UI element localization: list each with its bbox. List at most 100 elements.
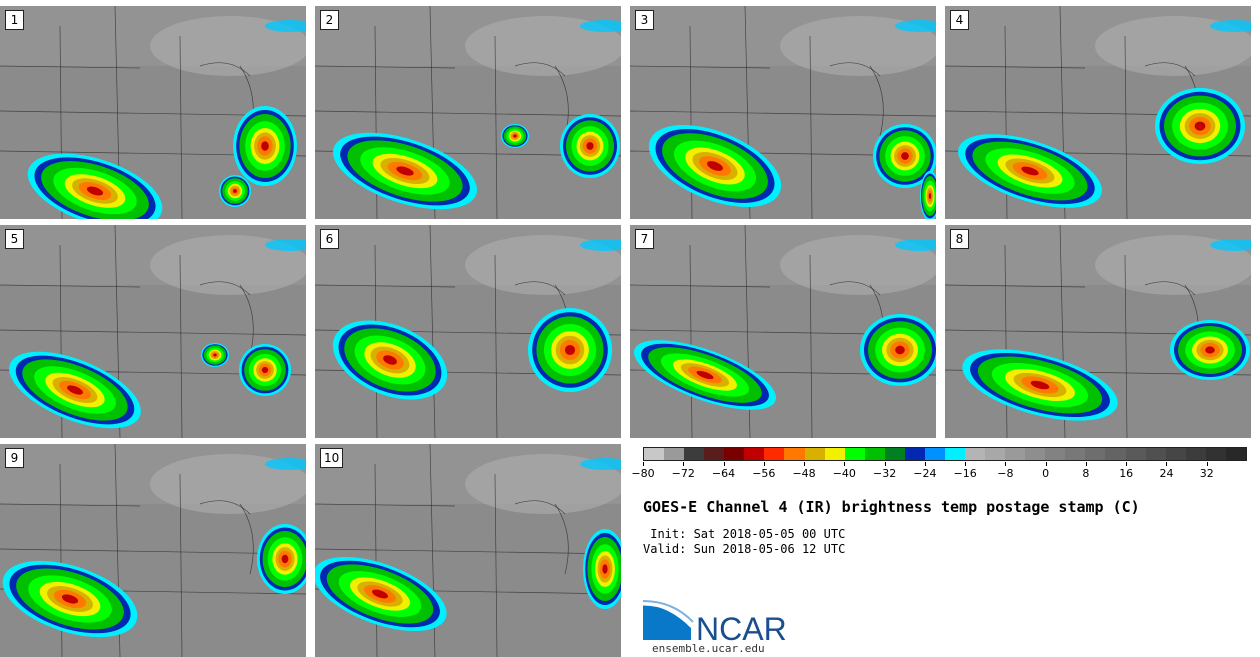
- tick-mark: [1206, 462, 1208, 466]
- stamp-panel: 2: [315, 6, 621, 219]
- colorbar: [643, 447, 1247, 461]
- ir-satellite-map: [945, 6, 1251, 219]
- init-time: Init: Sat 2018-05-05 00 UTC: [643, 527, 846, 541]
- border-line: [179, 473, 183, 657]
- border-line: [239, 503, 254, 575]
- border-line: [630, 110, 936, 117]
- colorbar-segment: [804, 448, 825, 460]
- border-line: [315, 548, 621, 555]
- colorbar-segment: [944, 448, 965, 460]
- storm-cloud: [962, 349, 1118, 421]
- tick-label: −48: [792, 467, 816, 480]
- panel-number: 7: [635, 229, 654, 249]
- colorbar-segment: [684, 448, 705, 460]
- colorbar-segment: [904, 448, 925, 460]
- storm-cloud: [860, 314, 936, 386]
- ir-satellite-map: [630, 6, 936, 219]
- border-line: [1124, 35, 1128, 219]
- border-line: [0, 548, 306, 555]
- tick-mark: [1166, 462, 1168, 466]
- storm-cloud: [1170, 320, 1250, 380]
- storm-cloud: [9, 351, 141, 429]
- border-line: [315, 110, 621, 117]
- valid-time: Valid: Sun 2018-05-06 12 UTC: [643, 542, 846, 556]
- tick-label: 24: [1159, 467, 1174, 480]
- panel-number: 6: [320, 229, 339, 249]
- colorbar-segment: [1205, 448, 1226, 460]
- border-line: [494, 473, 498, 657]
- tick-mark: [683, 462, 685, 466]
- storm-cloud: [873, 124, 936, 188]
- storm-cloud: [920, 171, 936, 219]
- border-line: [829, 62, 881, 77]
- border-line: [199, 500, 251, 515]
- border-line: [514, 62, 566, 77]
- tick-mark: [763, 462, 765, 466]
- logo-text: NCAR: [696, 611, 787, 646]
- colorbar-segment: [1165, 448, 1186, 460]
- storm-cloud: [958, 134, 1102, 208]
- tick-mark: [1045, 462, 1047, 466]
- border-line: [315, 65, 456, 69]
- colorbar-segment: [664, 448, 685, 460]
- tick-mark: [1005, 462, 1007, 466]
- colorbar-segment: [1065, 448, 1086, 460]
- tick-label: −80: [631, 467, 655, 480]
- storm-cloud: [27, 153, 163, 219]
- stamp-panel: 8: [945, 225, 1251, 438]
- tick-mark: [1126, 462, 1128, 466]
- colorbar-segment: [1025, 448, 1046, 460]
- border-line: [689, 244, 693, 438]
- panel-number: 10: [320, 448, 344, 468]
- tick-label: 0: [1042, 467, 1050, 480]
- border-line: [514, 281, 566, 296]
- colorbar-segment: [644, 448, 665, 460]
- border-line: [1144, 281, 1196, 296]
- stamp-panel: 5: [0, 225, 306, 438]
- border-line: [869, 65, 884, 137]
- border-line: [179, 35, 183, 219]
- figure-title: GOES-E Channel 4 (IR) brightness temp po…: [643, 498, 1140, 516]
- panel-number: 5: [5, 229, 24, 249]
- colorbar-segment: [985, 448, 1006, 460]
- tick-mark: [1085, 462, 1087, 466]
- colorbar-segment: [704, 448, 725, 460]
- colorbar-segment: [1045, 448, 1066, 460]
- stamp-panel: 10: [315, 444, 621, 657]
- ncar-logo: NCAR: [643, 600, 787, 646]
- border-line: [1144, 62, 1196, 77]
- stamp-panel: 6: [315, 225, 621, 438]
- colorbar-segment: [884, 448, 905, 460]
- tick-mark: [965, 462, 967, 466]
- border-line: [0, 284, 141, 288]
- border-line: [179, 254, 183, 438]
- panel-number: 1: [5, 10, 24, 30]
- border-line: [494, 254, 498, 438]
- border-line: [514, 500, 566, 515]
- ir-satellite-map: [0, 6, 306, 219]
- colorbar-segment: [824, 448, 845, 460]
- tick-mark: [924, 462, 926, 466]
- colorbar-segment: [965, 448, 986, 460]
- colorbar-segment: [1185, 448, 1206, 460]
- tick-label: −16: [953, 467, 977, 480]
- border-line: [374, 463, 378, 657]
- tick-label: 16: [1119, 467, 1134, 480]
- colorbar-ticks: −80 −72 −64 −56 −48 −40 −32 −24 −16 −8 0 8 16 24 32: [631, 462, 1247, 482]
- colorbar-segment: [784, 448, 805, 460]
- colorbar-segment: [864, 448, 885, 460]
- storm-cloud: [560, 114, 620, 178]
- stamp-panel: 7: [630, 225, 936, 438]
- tick-label: −56: [752, 467, 776, 480]
- panel-number: 9: [5, 448, 24, 468]
- storm-cloud: [634, 340, 776, 410]
- border-line: [239, 284, 254, 356]
- colorbar-segment: [1145, 448, 1166, 460]
- colorbar-segment: [924, 448, 945, 460]
- tick-mark: [723, 462, 725, 466]
- panel-number: 3: [635, 10, 654, 30]
- panel-number: 4: [950, 10, 969, 30]
- tick-mark: [844, 462, 846, 466]
- colorbar-segment: [1105, 448, 1126, 460]
- border-line: [315, 284, 456, 288]
